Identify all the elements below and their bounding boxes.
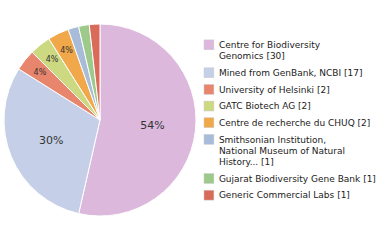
legend-swatch [204, 68, 214, 78]
legend-swatch [204, 101, 214, 111]
slice-label: 4% [60, 46, 73, 55]
legend-swatch [204, 174, 214, 184]
pie-slice [89, 24, 100, 120]
legend-swatch [204, 84, 214, 94]
slice-labels: 54%30%4%4%4% [34, 46, 165, 146]
legend-label: Smithsonian Institution,National Museum … [219, 135, 345, 168]
legend-label: Gujarat Biodiversity Gene Bank [1] [219, 174, 376, 184]
legend-label: Mined from GenBank, NCBI [17] [219, 68, 363, 78]
legend-swatch [204, 118, 214, 128]
pie [4, 24, 196, 216]
chart: 54%30%4%4%4%Centre for BiodiversityGenom… [0, 0, 380, 240]
slice-label: 4% [46, 55, 59, 64]
slice-label: 4% [34, 68, 47, 77]
legend-label: Centre de recherche du CHUQ [2] [219, 118, 370, 128]
legend: Centre for BiodiversityGenomics [30] Mine… [204, 40, 376, 200]
legend-swatch [204, 190, 214, 200]
legend-label: Generic Commercial Labs [1] [219, 190, 350, 200]
pie-slice [79, 25, 100, 120]
legend-label: University of Helsinki [2] [219, 85, 330, 95]
legend-label: GATC Biotech AG [2] [219, 101, 311, 111]
slice-label: 54% [140, 119, 164, 132]
legend-swatch [204, 40, 214, 50]
slice-label: 30% [39, 134, 63, 147]
legend-label: Centre for BiodiversityGenomics [30] [219, 40, 321, 61]
legend-swatch [204, 134, 214, 144]
